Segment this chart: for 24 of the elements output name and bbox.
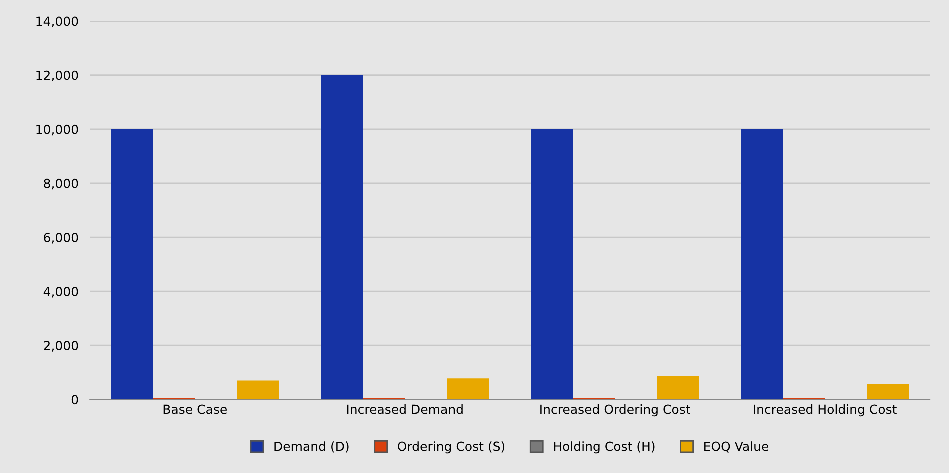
bar bbox=[741, 129, 784, 400]
x-tick-label: Increased Demand bbox=[347, 404, 463, 414]
y-tick-label: 4,000 bbox=[44, 287, 78, 298]
legend-label: Holding Cost (H) bbox=[554, 442, 655, 454]
y-tick-label: 6,000 bbox=[44, 232, 78, 244]
legend-label: EOQ Value bbox=[704, 442, 769, 453]
y-tick-label: 10,000 bbox=[36, 124, 78, 136]
y-tick-label: 12,000 bbox=[36, 70, 78, 82]
bar bbox=[447, 378, 490, 400]
legend-label: Ordering Cost (S) bbox=[398, 442, 505, 454]
bar bbox=[657, 376, 700, 400]
bar bbox=[111, 129, 154, 400]
y-tick-label: 0 bbox=[72, 395, 78, 405]
bar bbox=[867, 384, 910, 400]
y-tick-label: 8,000 bbox=[44, 178, 78, 190]
bar bbox=[321, 75, 364, 400]
x-tick-label: Increased Ordering Cost bbox=[540, 404, 690, 417]
x-tick-label: Increased Holding Cost bbox=[754, 404, 897, 417]
x-tick-label: Base Case bbox=[164, 404, 227, 414]
bar bbox=[531, 129, 574, 400]
y-tick-label: 2,000 bbox=[44, 341, 78, 352]
legend-label: Demand (D) bbox=[274, 442, 349, 453]
bar bbox=[237, 380, 280, 400]
y-tick-label: 14,000 bbox=[36, 16, 78, 28]
